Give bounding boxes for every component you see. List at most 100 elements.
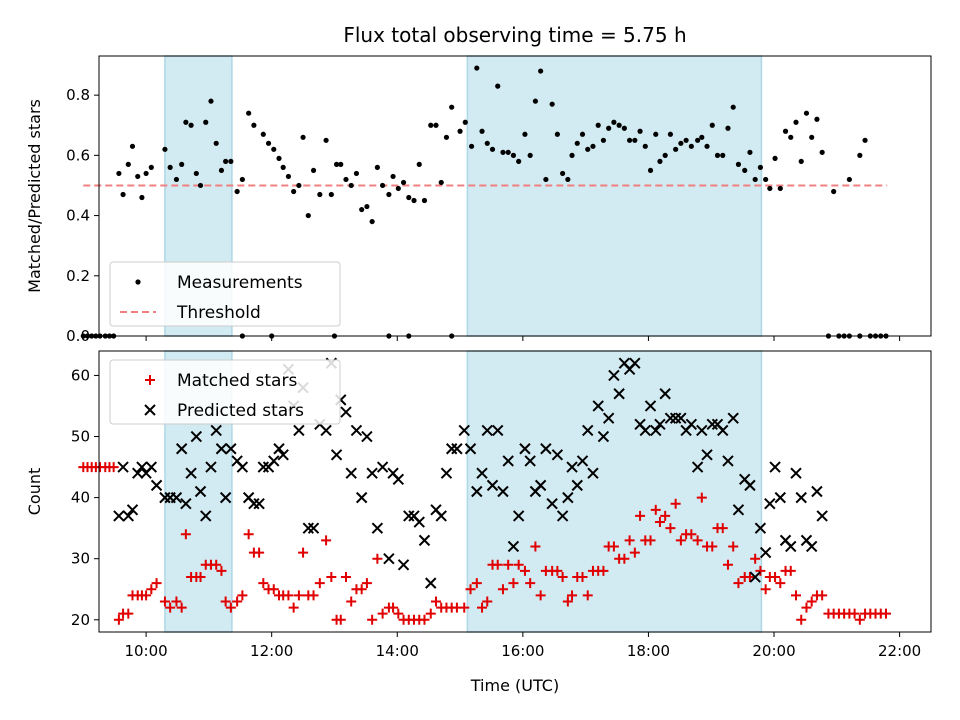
- predicted-star-point: [691, 461, 704, 473]
- x-tick-label: 16:00: [501, 642, 544, 660]
- predicted-star-point: [392, 473, 405, 485]
- top-panel: 0.00.20.40.60.8 Matched/Predicted stars …: [25, 55, 932, 345]
- data-point: [143, 170, 149, 177]
- star-count-points: [78, 357, 891, 625]
- data-point: [129, 143, 136, 149]
- matched-star-point: [314, 578, 325, 589]
- predicted-star-point: [136, 461, 148, 473]
- predicted-star-point: [150, 479, 163, 492]
- predicted-star-point: [587, 467, 599, 479]
- predicted-star-point: [790, 467, 802, 479]
- matched-star-point: [770, 572, 781, 583]
- predicted-star-point: [122, 510, 135, 522]
- predicted-star-point: [759, 546, 772, 559]
- data-point: [260, 131, 266, 137]
- predicted-star-point: [592, 400, 604, 412]
- y-tick-label: 60: [71, 366, 90, 384]
- data-point: [167, 164, 173, 170]
- predicted-star-point: [754, 522, 767, 534]
- predicted-star-point: [397, 559, 410, 571]
- data-point: [809, 134, 815, 140]
- matched-star-point: [806, 596, 817, 607]
- data-point: [720, 152, 726, 158]
- predicted-star-point: [440, 467, 453, 479]
- matched-star-point: [624, 535, 635, 546]
- bottom-y-axis-label: Count: [25, 468, 44, 516]
- matched-star-point: [665, 523, 676, 534]
- data-point: [323, 137, 329, 143]
- top-y-ticks: 0.0 0.2 0.4 0.6 0.8: [66, 86, 99, 345]
- matched-star-point: [237, 590, 248, 601]
- matched-star-point: [159, 596, 170, 607]
- matched-star-point: [796, 614, 807, 625]
- data-point: [735, 161, 742, 167]
- bottom-y-ticks: 20 30 40 50 60: [71, 366, 99, 629]
- data-point: [139, 194, 145, 201]
- predicted-star-point: [706, 418, 718, 431]
- predicted-star-point: [330, 449, 343, 461]
- data-point: [135, 173, 141, 180]
- predicted-star-point: [170, 491, 183, 504]
- data-point: [438, 179, 444, 186]
- matched-star-point: [268, 584, 279, 595]
- data-point: [637, 128, 643, 134]
- y-tick-label: 0.0: [66, 327, 90, 345]
- predicted-star-point: [236, 461, 249, 473]
- data-point: [510, 152, 517, 158]
- matched-star-point: [471, 578, 482, 589]
- matched-star-point: [598, 565, 609, 576]
- predicted-star-point: [492, 424, 504, 437]
- data-point: [310, 167, 317, 174]
- predicted-star-point: [418, 534, 431, 547]
- matched-star-point: [675, 535, 686, 546]
- data-point: [406, 194, 412, 201]
- matched-star-point: [477, 602, 488, 613]
- matched-star-point: [243, 529, 254, 540]
- data-point: [590, 143, 596, 149]
- matched-star-point: [728, 541, 739, 552]
- predicted-star-point: [376, 461, 389, 473]
- matched-star-point: [760, 584, 771, 595]
- predicted-star-point: [277, 449, 289, 461]
- matched-star-point: [171, 596, 182, 607]
- predicted-star-point: [675, 412, 687, 424]
- matched-star-point: [430, 596, 441, 607]
- predicted-star-point: [764, 498, 776, 510]
- data-point: [474, 65, 480, 71]
- matched-star-point: [654, 517, 665, 528]
- data-point: [421, 197, 428, 204]
- matched-star-point: [744, 572, 755, 583]
- predicted-star-point: [126, 504, 139, 516]
- predicted-star-point: [805, 540, 818, 553]
- data-point: [380, 182, 386, 189]
- data-point: [678, 140, 684, 146]
- predicted-star-point: [476, 467, 488, 479]
- data-point: [742, 167, 748, 174]
- matched-star-point: [707, 541, 718, 552]
- matched-star-point: [508, 578, 519, 589]
- predicted-star-point: [302, 522, 315, 534]
- data-point: [777, 185, 783, 192]
- data-point: [333, 161, 340, 167]
- predicted-star-point: [445, 443, 458, 455]
- predicted-star-point: [540, 443, 552, 455]
- bottom-plot-frame: [98, 350, 932, 633]
- matched-star-point: [321, 535, 332, 546]
- matched-star-point: [326, 572, 337, 583]
- data-point: [757, 164, 764, 170]
- matched-star-point: [577, 572, 588, 583]
- predicted-star-point: [425, 577, 437, 589]
- predicted-star-point: [696, 424, 708, 437]
- predicted-star-point: [749, 571, 761, 583]
- data-point: [449, 104, 455, 110]
- top-legend: Measurements Threshold: [109, 261, 341, 327]
- data-point: [595, 122, 601, 128]
- matched-star-point: [377, 608, 388, 619]
- data-point: [683, 137, 689, 143]
- data-point: [276, 155, 282, 161]
- data-point: [695, 137, 701, 143]
- data-point: [585, 146, 591, 152]
- data-point: [505, 149, 511, 155]
- matched-star-point: [113, 614, 124, 625]
